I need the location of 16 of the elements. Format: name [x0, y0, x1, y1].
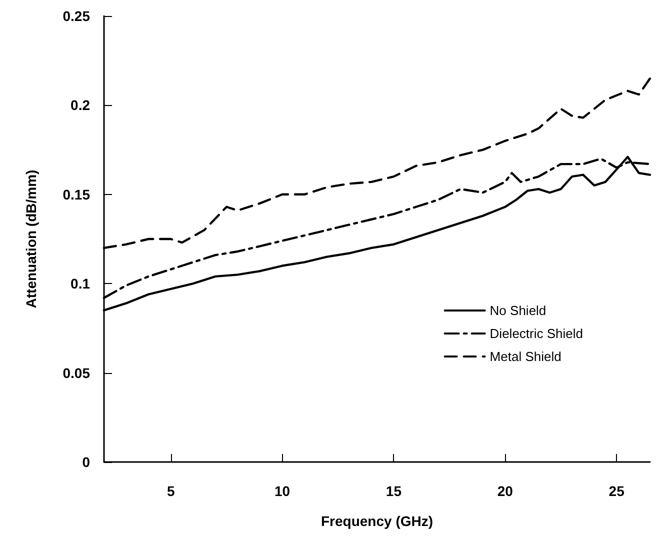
legend-label: Dielectric Shield — [490, 326, 583, 341]
x-axis-title: Frequency (GHz) — [320, 513, 434, 529]
y-tick-label: 0.2 — [70, 97, 90, 114]
legend-label: No Shield — [490, 303, 546, 318]
legend-label: Metal Shield — [490, 349, 562, 364]
y-tick-label: 0.25 — [62, 8, 90, 24]
x-tick-label: 5 — [166, 483, 175, 499]
y-tick-label: 0.1 — [70, 276, 90, 292]
x-tick-label: 15 — [386, 483, 402, 499]
x-tick-label: 10 — [274, 483, 290, 499]
y-tick-label: 0 — [82, 454, 90, 470]
y-axis-title: Attenuation (dB/mm) — [23, 170, 39, 308]
x-tick-label: 25 — [608, 483, 625, 499]
x-tick-label: 20 — [497, 483, 514, 499]
y-tick-label: 0.05 — [62, 364, 90, 381]
y-tick-label: 0.15 — [62, 186, 90, 202]
